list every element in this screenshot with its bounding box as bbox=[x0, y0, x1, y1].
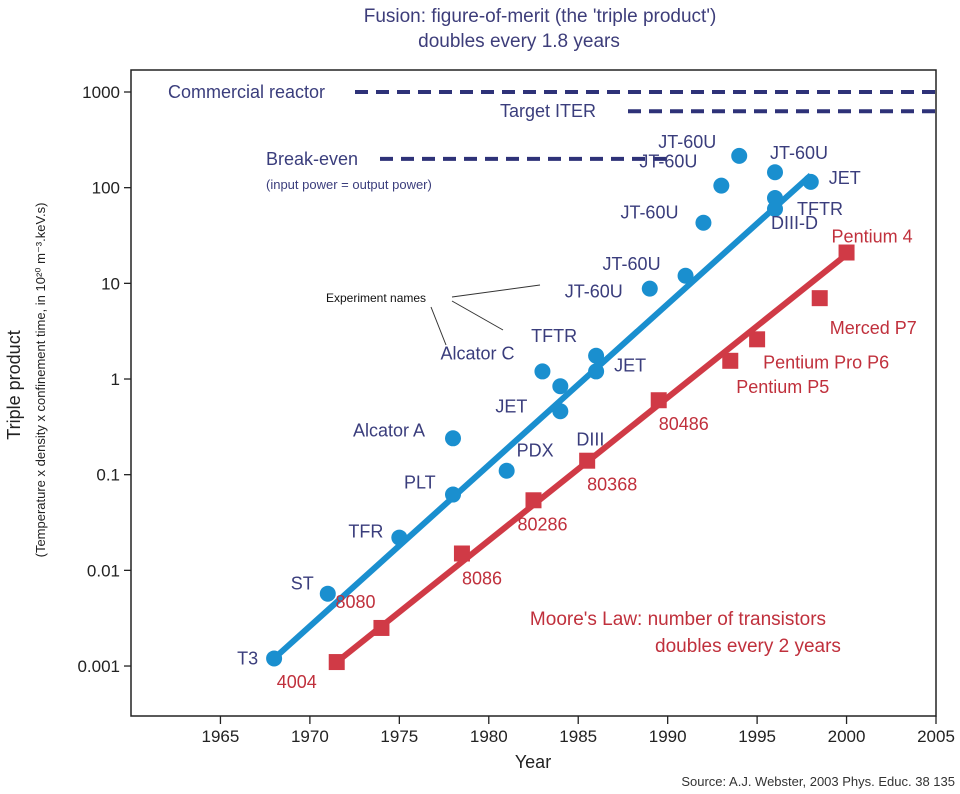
fusion-point bbox=[588, 363, 605, 380]
x-tick-label: 2000 bbox=[828, 727, 866, 746]
level-label: Target ITER bbox=[500, 101, 596, 121]
moore-point bbox=[749, 331, 766, 348]
fusion-point bbox=[677, 267, 694, 284]
moore-point bbox=[453, 545, 470, 562]
level-label: Commercial reactor bbox=[168, 82, 325, 102]
level-note: (input power = output power) bbox=[266, 177, 432, 192]
y-tick-label: 10 bbox=[101, 274, 120, 293]
moore-point-label: 80486 bbox=[659, 414, 709, 434]
fusion-point bbox=[695, 214, 712, 231]
fusion-point bbox=[802, 173, 819, 190]
fusion-point bbox=[266, 650, 283, 667]
fusion-point-label: JT-60U bbox=[770, 143, 828, 163]
fusion-point bbox=[552, 403, 569, 420]
x-tick-label: 1995 bbox=[738, 727, 776, 746]
y-tick-label: 100 bbox=[92, 179, 120, 198]
fusion-point-label: PLT bbox=[404, 473, 436, 493]
leader-line-jt60u bbox=[451, 284, 541, 298]
x-tick-label: 1970 bbox=[291, 727, 329, 746]
moore-point-label: 8086 bbox=[462, 569, 502, 589]
fusion-point-label: Alcator C bbox=[440, 343, 514, 363]
x-tick-label: 1985 bbox=[559, 727, 597, 746]
chart-title-line-2: doubles every 1.8 years bbox=[418, 31, 620, 52]
fusion-point bbox=[552, 378, 569, 395]
source-note: Source: A.J. Webster, 2003 Phys. Educ. 3… bbox=[681, 774, 955, 789]
moore-point-label: Pentium Pro P6 bbox=[763, 352, 889, 372]
x-tick-label: 1975 bbox=[380, 727, 418, 746]
fusion-point bbox=[319, 585, 336, 602]
fusion-point-label: TFR bbox=[348, 522, 383, 542]
moore-law-note-line-1: Moore's Law: number of transistors bbox=[530, 609, 826, 630]
fusion-point bbox=[498, 462, 515, 479]
fusion-point-label: PDX bbox=[517, 441, 554, 461]
fusion-point-label: JT-60U bbox=[603, 254, 661, 274]
fusion-point-label: JET bbox=[614, 355, 646, 375]
x-tick-label: 2005 bbox=[917, 727, 955, 746]
fusion-point-label: JT-60U bbox=[658, 132, 716, 152]
leader-line-tftr bbox=[451, 300, 504, 331]
fusion-point-label: JT-60U bbox=[639, 152, 697, 172]
fusion-point bbox=[445, 486, 461, 503]
moore-point bbox=[328, 654, 345, 671]
moore-point bbox=[373, 619, 390, 636]
x-tick-label: 1980 bbox=[470, 727, 508, 746]
moore-point-label: 80286 bbox=[518, 514, 568, 534]
fusion-point bbox=[713, 177, 730, 194]
reference-levels: Commercial reactor Target ITER Break-even (… bbox=[168, 82, 936, 192]
level-label: Break-even bbox=[266, 149, 358, 169]
fusion-point bbox=[534, 363, 551, 380]
leader-line-alcator bbox=[430, 306, 447, 346]
chart-title-line-1: Fusion: figure-of-merit (the 'triple pro… bbox=[364, 6, 717, 27]
y-tick-label: 0.1 bbox=[96, 466, 120, 485]
experiment-names-annotation: Experiment names bbox=[326, 291, 426, 305]
moore-point-label: 8080 bbox=[335, 592, 375, 612]
axes: 1965 1970 1975 1980 1985 1990 1995 2000 2005 0.00… bbox=[77, 83, 954, 746]
moore-point bbox=[650, 392, 667, 409]
fusion-point-label: Alcator A bbox=[353, 420, 425, 440]
moore-point bbox=[811, 290, 828, 307]
fusion-point bbox=[641, 280, 658, 297]
fusion-point-label: JET bbox=[495, 396, 527, 416]
moore-point bbox=[838, 244, 855, 261]
fusion-trend-line bbox=[272, 172, 813, 661]
moore-point-label: Pentium P5 bbox=[736, 377, 829, 397]
fusion-point-label: DIII-D bbox=[771, 213, 818, 233]
moore-point bbox=[525, 492, 542, 509]
moore-point bbox=[579, 452, 596, 469]
moore-point-label: Pentium 4 bbox=[832, 227, 913, 247]
y-tick-label: 0.001 bbox=[77, 657, 120, 676]
fusion-point-label: DIII bbox=[576, 429, 604, 449]
fusion-point bbox=[391, 529, 408, 546]
moore-point bbox=[722, 352, 739, 369]
fusion-point bbox=[767, 164, 783, 181]
fusion-point-label: TFTR bbox=[531, 326, 577, 346]
y-tick-label: 0.01 bbox=[87, 561, 120, 580]
fusion-point bbox=[731, 147, 748, 164]
moore-law-note-line-2: doubles every 2 years bbox=[655, 636, 841, 657]
moore-point-label: 4004 bbox=[277, 672, 317, 692]
x-axis-title: Year bbox=[515, 752, 551, 772]
y-axis-subtitle: (Temperature x density x confinement tim… bbox=[33, 203, 48, 558]
x-tick-label: 1965 bbox=[202, 727, 240, 746]
y-axis-title: Triple product bbox=[4, 330, 24, 439]
y-tick-label: 1 bbox=[111, 370, 120, 389]
fusion-point-label: TFTR bbox=[797, 199, 843, 219]
fusion-point-label: JT-60U bbox=[565, 282, 623, 302]
data-labels: T3 ST TFR PLT Alcator A PDX Alcator C JET DIII TF… bbox=[237, 132, 917, 692]
plot-frame bbox=[130, 69, 937, 717]
x-tick-label: 1990 bbox=[649, 727, 687, 746]
fusion-point-label: ST bbox=[291, 574, 314, 594]
fusion-point bbox=[445, 430, 461, 447]
fusion-point bbox=[588, 347, 605, 364]
fusion-point-label: JT-60U bbox=[620, 203, 678, 223]
moore-point-label: 80368 bbox=[587, 475, 637, 495]
data-marks bbox=[266, 147, 855, 671]
fusion-point-label: T3 bbox=[237, 648, 258, 668]
fusion-point bbox=[767, 200, 783, 217]
moore-point-label: Merced P7 bbox=[830, 318, 917, 338]
fusion-point-label: JET bbox=[829, 168, 861, 188]
y-tick-label: 1000 bbox=[82, 83, 120, 102]
